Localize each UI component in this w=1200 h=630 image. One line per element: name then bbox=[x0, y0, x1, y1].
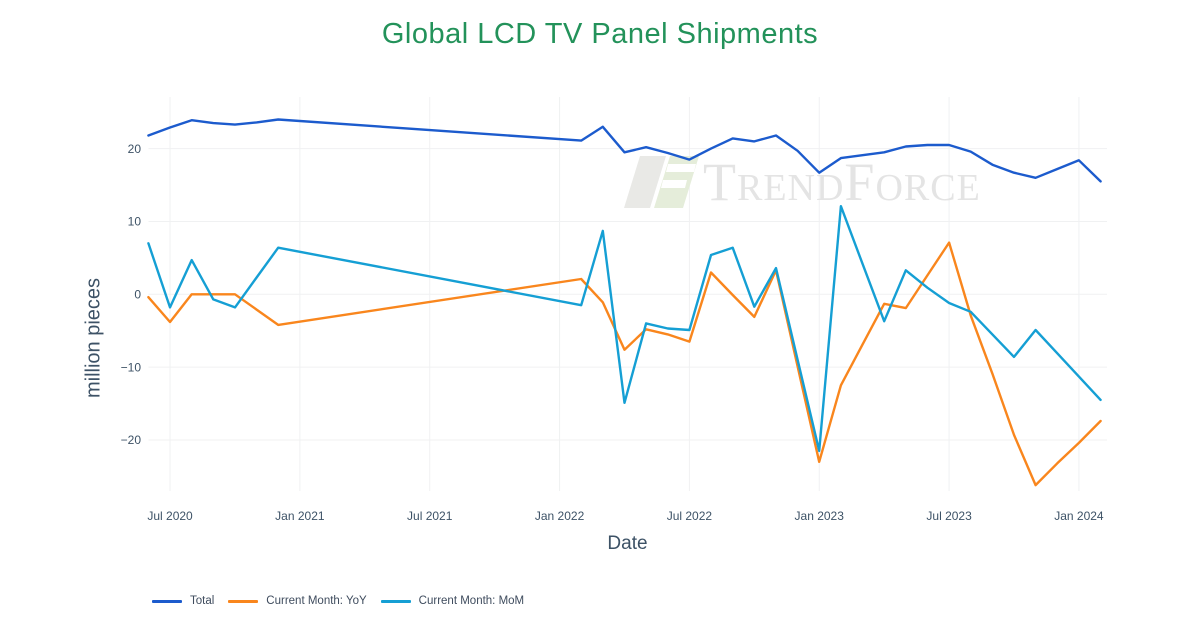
x-tick-label: Jul 2021 bbox=[407, 509, 453, 523]
x-tick-label: Jan 2022 bbox=[535, 509, 585, 523]
y-tick-label: 20 bbox=[128, 142, 142, 156]
chart-title: Global LCD TV Panel Shipments bbox=[381, 18, 819, 50]
legend-item-yoy[interactable]: Current Month: YoY bbox=[228, 595, 367, 607]
legend-swatch-yoy bbox=[228, 599, 259, 603]
series-line-total bbox=[147, 118, 1102, 183]
axis-tick-labels: 20 10 0 −10 −20 Jul 2020 Jan 2021 Jul 2021 Jan 2… bbox=[121, 142, 1104, 523]
legend-label: Current Month: MoM bbox=[418, 595, 525, 607]
legend-swatch-mom bbox=[380, 599, 411, 603]
legend: Total Current Month: YoY Current Month: … bbox=[152, 595, 524, 607]
legend-item-total[interactable]: Total bbox=[152, 595, 214, 607]
legend-label: Current Month: YoY bbox=[266, 595, 367, 607]
legend-label: Total bbox=[190, 595, 215, 607]
y-tick-label: 10 bbox=[128, 215, 142, 229]
y-tick-label: 0 bbox=[134, 288, 141, 302]
trendforce-logo-icon bbox=[624, 156, 699, 208]
series-line-current-month-yoy bbox=[147, 241, 1102, 487]
y-tick-label: −10 bbox=[121, 360, 142, 374]
x-tick-label: Jan 2024 bbox=[1054, 509, 1104, 523]
legend-item-mom[interactable]: Current Month: MoM bbox=[380, 595, 525, 607]
x-tick-label: Jul 2022 bbox=[667, 509, 713, 523]
x-tick-label: Jan 2023 bbox=[795, 509, 845, 523]
x-tick-label: Jul 2023 bbox=[926, 509, 972, 523]
trendforce-watermark: TrendForce bbox=[624, 152, 981, 212]
legend-swatch-total bbox=[152, 599, 182, 603]
x-tick-label: Jul 2020 bbox=[147, 509, 193, 523]
watermark-text: TrendForce bbox=[703, 152, 981, 212]
x-tick-label: Jan 2021 bbox=[275, 509, 325, 523]
y-tick-label: −20 bbox=[121, 433, 142, 447]
x-axis-title: Date bbox=[607, 533, 648, 554]
gridlines bbox=[148, 97, 1107, 491]
series-lines bbox=[147, 118, 1102, 487]
series-line-current-month-mom bbox=[147, 204, 1102, 453]
